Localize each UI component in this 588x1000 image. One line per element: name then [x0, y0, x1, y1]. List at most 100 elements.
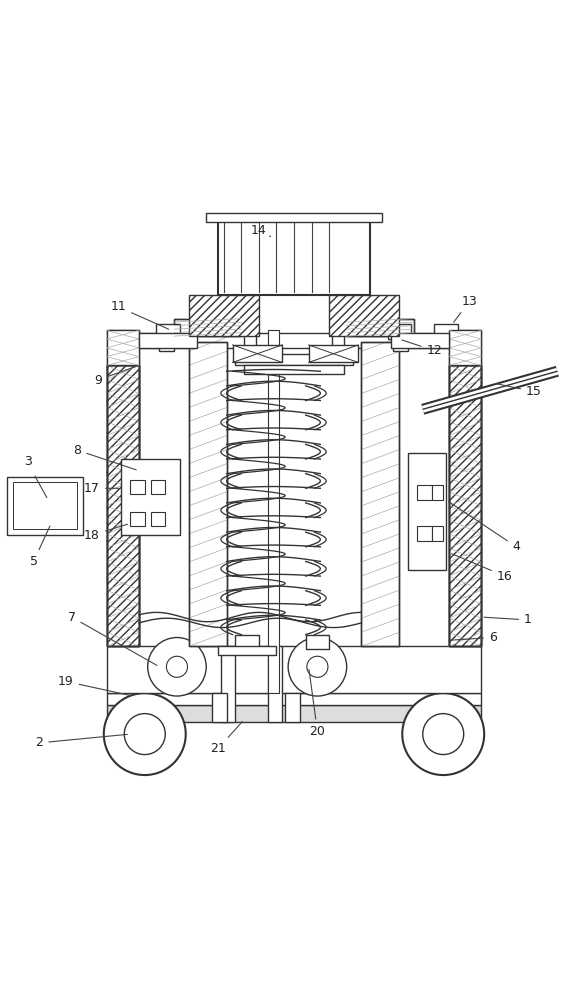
Bar [432, 485, 443, 500]
Bar [347, 319, 414, 336]
Bar [189, 342, 227, 646]
Bar [449, 365, 481, 646]
Bar [174, 319, 241, 336]
Bar [361, 342, 399, 646]
Text: 21: 21 [210, 722, 242, 755]
Text: 2: 2 [35, 734, 128, 749]
Bar [235, 354, 353, 365]
Bar [417, 526, 432, 541]
Bar [244, 365, 344, 374]
Bar [432, 526, 443, 541]
Bar [107, 507, 139, 529]
Bar [268, 646, 282, 722]
Bar [107, 460, 139, 482]
Bar [107, 390, 139, 412]
Bar [221, 646, 235, 722]
Bar [121, 459, 180, 535]
Bar [393, 339, 408, 351]
Bar [107, 530, 139, 553]
Bar [235, 635, 259, 649]
Text: 14: 14 [251, 224, 270, 237]
Bar [107, 601, 139, 623]
Bar [107, 365, 139, 646]
Bar [329, 295, 399, 336]
Bar [107, 367, 139, 389]
Text: 5: 5 [29, 526, 50, 568]
Bar [449, 365, 481, 646]
Bar [139, 333, 449, 348]
Text: 7: 7 [68, 611, 157, 665]
Text: 1: 1 [484, 613, 532, 626]
Bar [107, 693, 481, 705]
Bar [107, 554, 139, 576]
Bar [218, 219, 370, 295]
Text: 6: 6 [449, 631, 497, 644]
Text: 15: 15 [496, 384, 542, 398]
Bar [130, 480, 145, 494]
Bar [449, 330, 481, 365]
Bar [387, 324, 411, 339]
Bar [139, 333, 198, 348]
Circle shape [124, 714, 165, 755]
Circle shape [166, 656, 188, 677]
Bar [107, 484, 139, 506]
Bar [449, 330, 481, 365]
Bar [417, 485, 432, 500]
Bar [13, 482, 78, 529]
Text: 3: 3 [24, 455, 32, 468]
Text: 12: 12 [402, 340, 442, 357]
Bar [435, 324, 458, 339]
Bar [309, 345, 358, 362]
Bar [361, 342, 399, 646]
Text: 19: 19 [58, 675, 131, 695]
Bar [390, 333, 449, 348]
Bar [285, 693, 300, 722]
Text: 16: 16 [452, 554, 513, 583]
Bar [189, 295, 259, 336]
Bar [107, 365, 139, 646]
Text: 4: 4 [449, 502, 520, 553]
Bar [232, 345, 282, 362]
Bar [130, 512, 145, 526]
Text: 9: 9 [94, 366, 136, 387]
Bar [332, 330, 344, 365]
Bar [107, 365, 139, 646]
Text: 8: 8 [74, 444, 136, 470]
Text: 11: 11 [111, 300, 169, 329]
Circle shape [148, 638, 206, 696]
Bar [449, 365, 481, 646]
Bar [218, 646, 276, 655]
Bar [347, 319, 414, 336]
Bar [107, 413, 139, 436]
Text: 18: 18 [84, 524, 128, 542]
Bar [244, 330, 256, 365]
Bar [107, 365, 139, 646]
Bar [107, 705, 481, 722]
Bar [107, 646, 481, 693]
Text: 17: 17 [84, 482, 119, 495]
Bar [189, 342, 227, 646]
Circle shape [288, 638, 347, 696]
Bar [107, 330, 139, 365]
Bar [449, 365, 481, 646]
Circle shape [423, 714, 464, 755]
Bar [151, 512, 165, 526]
Bar [7, 477, 83, 535]
Bar [174, 319, 241, 336]
Bar [107, 365, 139, 646]
Text: 20: 20 [309, 670, 325, 738]
Bar [268, 330, 279, 693]
Bar [107, 577, 139, 599]
Bar [449, 365, 481, 646]
Bar [306, 635, 329, 649]
Bar [151, 480, 165, 494]
Bar [212, 693, 227, 722]
Bar [159, 339, 174, 351]
Circle shape [104, 693, 186, 775]
Bar [156, 324, 180, 339]
Bar [107, 437, 139, 459]
Circle shape [307, 656, 328, 677]
Bar [107, 330, 139, 365]
Bar [408, 453, 446, 570]
Bar [107, 624, 139, 646]
